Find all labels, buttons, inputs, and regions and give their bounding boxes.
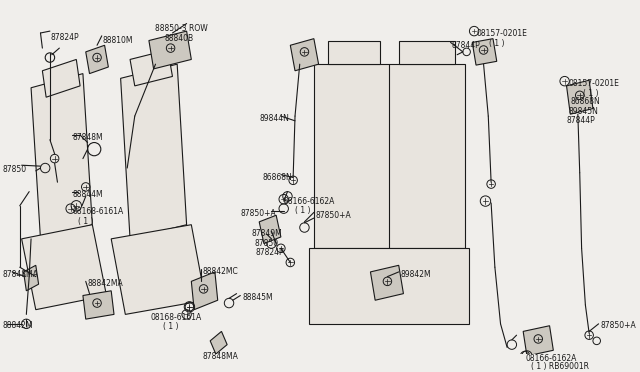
Polygon shape [399,41,455,64]
Text: 08166-6162A: 08166-6162A [284,197,335,206]
Polygon shape [86,45,108,74]
Polygon shape [22,225,106,310]
Text: 87850+A: 87850+A [600,321,636,330]
Text: 88845M: 88845M [242,293,273,302]
Text: 87824P: 87824P [51,33,79,42]
Text: 87844P: 87844P [566,116,595,125]
Text: 87850+A: 87850+A [316,211,351,219]
Polygon shape [309,248,469,324]
Text: ( 1 ): ( 1 ) [295,206,310,215]
Text: 08168-6161A: 08168-6161A [151,312,202,321]
Text: 87850: 87850 [255,239,278,248]
Polygon shape [24,265,38,291]
Polygon shape [191,272,218,310]
Text: 88842M: 88842M [3,321,33,330]
Text: 86868N: 86868N [570,97,600,106]
Text: ( 1 ): ( 1 ) [582,89,598,98]
Polygon shape [472,39,497,65]
Polygon shape [314,64,465,248]
Text: ( 1 ): ( 1 ) [163,322,179,331]
Polygon shape [291,39,319,71]
Text: 87849M: 87849M [252,230,282,238]
Text: 08157-0201E: 08157-0201E [568,79,620,88]
Polygon shape [83,291,114,319]
Text: 88842MC: 88842MC [203,267,238,276]
Text: 87848MA: 87848MA [203,352,239,361]
Text: 08166-6162A: 08166-6162A [525,354,577,363]
Text: 88840B: 88840B [165,34,194,43]
Text: 86868N: 86868N [262,173,292,182]
Text: 08157-0201E: 08157-0201E [476,29,527,38]
Text: ( 1 ) RB69001R: ( 1 ) RB69001R [531,362,589,371]
Polygon shape [371,265,403,300]
Polygon shape [31,74,92,239]
Text: 87850: 87850 [3,165,27,174]
Text: 88850-3 ROW: 88850-3 ROW [156,23,208,33]
Polygon shape [130,50,172,86]
Polygon shape [523,326,554,356]
Text: ( 1 ): ( 1 ) [489,39,505,48]
Text: 87850+A: 87850+A [241,209,276,218]
Text: 89844N: 89844N [259,114,289,123]
Text: 87824P: 87824P [255,248,284,257]
Polygon shape [120,64,187,239]
Text: ( 1 ): ( 1 ) [78,217,93,226]
Polygon shape [111,225,205,314]
Text: 89845N: 89845N [568,107,598,116]
Text: 87848M: 87848M [72,133,103,142]
Text: 89842M: 89842M [401,270,431,279]
Polygon shape [328,41,380,64]
Text: 87844P: 87844P [451,41,480,49]
Polygon shape [566,80,593,114]
Text: 88810M: 88810M [102,36,133,45]
Polygon shape [259,215,281,244]
Text: 88844M: 88844M [72,190,103,199]
Text: 08168-6161A: 08168-6161A [72,207,124,216]
Text: 87848MA: 87848MA [3,270,38,279]
Text: 88842MA: 88842MA [88,279,124,288]
Polygon shape [149,31,191,69]
Polygon shape [210,331,227,354]
Polygon shape [42,60,80,97]
